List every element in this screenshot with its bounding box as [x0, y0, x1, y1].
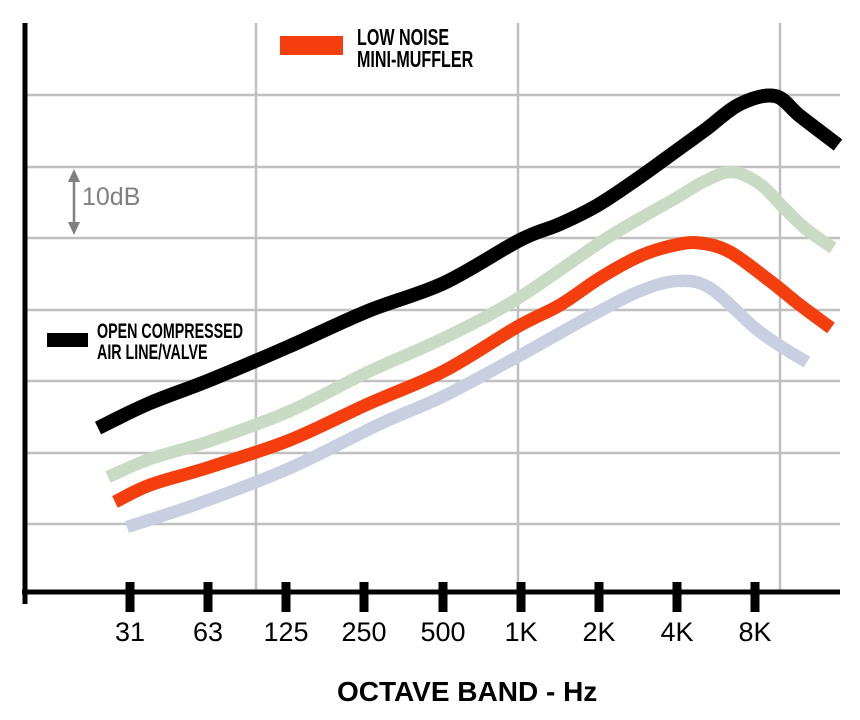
x-axis-tick	[750, 582, 760, 612]
x-tick-label: 8K	[738, 617, 771, 647]
curve-upper-unlabeled	[105, 165, 837, 483]
legend-label-mini-muffler: LOW NOISE MINI-MUFFLER	[357, 24, 474, 72]
scale-10db-label: 10dB	[82, 183, 141, 211]
x-tick-label: 500	[420, 617, 465, 647]
x-axis-tick	[203, 582, 213, 612]
x-axis-title: OCTAVE BAND - Hz	[337, 676, 598, 707]
curve-mini-muffler	[112, 235, 835, 508]
x-tick-label: 63	[193, 617, 223, 647]
x-axis-tick	[594, 582, 604, 612]
legend-swatch-mini-muffler	[280, 36, 343, 55]
curve-open-compressed-air	[94, 88, 843, 435]
x-axis-tick	[516, 582, 526, 612]
scale-arrow-10db-down-head	[68, 222, 80, 235]
x-tick-label: 4K	[660, 617, 693, 647]
legend-label-open-air: OPEN COMPRESSED AIR LINE/VALVE	[97, 321, 243, 363]
x-tick-label: 31	[115, 617, 145, 647]
x-tick-label: 1K	[504, 617, 537, 647]
legend-open-air-line1: OPEN COMPRESSED	[97, 320, 244, 343]
x-axis-tick	[672, 582, 682, 612]
x-tick-label: 2K	[582, 617, 615, 647]
legend-swatch-open-air	[47, 333, 88, 347]
x-axis-tick	[281, 582, 291, 612]
scale-arrow-10db-up-head	[68, 169, 80, 182]
x-tick-label: 125	[263, 617, 308, 647]
x-axis-tick	[359, 582, 369, 612]
legend-open-air-line2: AIR LINE/VALVE	[97, 341, 208, 364]
x-tick-label: 250	[341, 617, 386, 647]
legend-mini-muffler-line1: LOW NOISE	[357, 24, 450, 50]
legend-mini-muffler-line2: MINI-MUFFLER	[357, 46, 474, 72]
x-axis-tick	[125, 582, 135, 612]
curve-lower-unlabeled	[125, 274, 811, 533]
x-axis-tick	[438, 582, 448, 612]
